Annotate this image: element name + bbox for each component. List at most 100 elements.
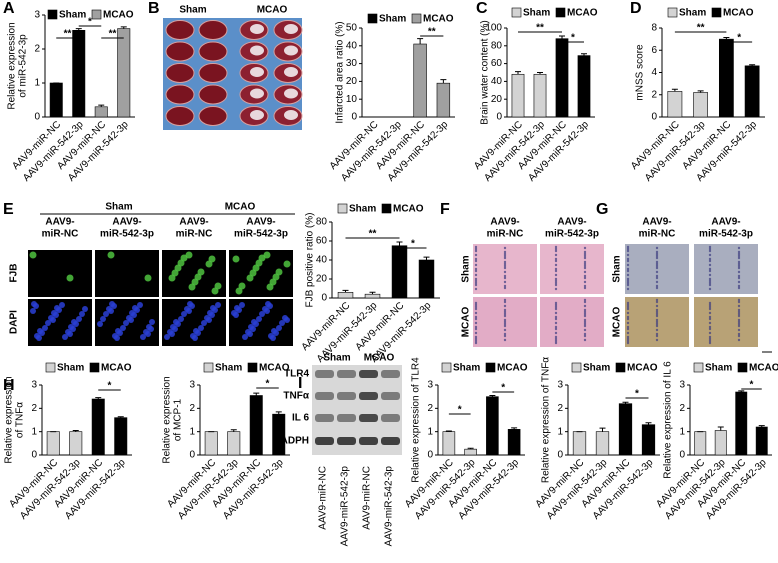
legend-swatch <box>693 362 704 373</box>
nucleus <box>554 245 558 249</box>
nucleus <box>554 317 558 321</box>
significance: * <box>411 239 415 250</box>
legend-label: Sham <box>705 363 732 374</box>
legend-swatch <box>89 362 100 373</box>
nucleus <box>655 324 659 328</box>
nucleus <box>503 264 507 268</box>
legend-label: Sham <box>679 8 706 19</box>
cell <box>268 333 274 339</box>
cell <box>37 328 43 334</box>
label: 1 <box>31 426 37 437</box>
nucleus <box>554 269 558 273</box>
cell <box>146 324 152 330</box>
label: AAV9- <box>711 217 740 228</box>
nucleus <box>474 247 478 251</box>
cell <box>193 328 199 334</box>
nucleus <box>503 250 507 254</box>
cell <box>62 334 68 340</box>
label: 60 <box>491 58 503 69</box>
cell <box>242 334 248 340</box>
legend-swatch <box>203 362 214 373</box>
cell <box>178 316 184 322</box>
panel-label: A <box>3 0 15 17</box>
cell <box>208 255 216 263</box>
nucleus <box>554 279 558 283</box>
nucleus <box>503 280 507 284</box>
legend-label: MCAO <box>259 363 290 374</box>
nucleus <box>708 277 712 281</box>
infarct <box>250 110 264 120</box>
cell <box>201 320 207 326</box>
label: 2 <box>651 89 657 100</box>
nucleus <box>655 320 659 324</box>
nucleus <box>583 280 587 284</box>
nucleus <box>583 260 587 264</box>
nucleus <box>554 249 558 253</box>
label: mNSS score <box>635 44 646 101</box>
nucleus <box>503 318 507 322</box>
nucleus <box>474 257 478 261</box>
label: 0 <box>427 450 433 461</box>
error-bar <box>671 88 678 92</box>
cell <box>231 310 237 316</box>
cell <box>71 319 77 325</box>
nucleus <box>655 284 659 288</box>
nucleus <box>737 254 741 258</box>
nucleus <box>474 331 478 335</box>
nucleus <box>655 286 659 290</box>
error-bar <box>489 395 496 397</box>
label: Infarcted area ratio (%) <box>335 21 346 123</box>
nucleus <box>626 257 630 261</box>
significance: ** <box>109 29 117 40</box>
nucleus <box>583 308 587 312</box>
nucleus <box>708 305 712 309</box>
label: 20 <box>346 76 358 87</box>
nucleus <box>474 245 478 249</box>
significance: * <box>501 383 505 394</box>
cell <box>59 302 65 308</box>
nucleus <box>503 246 507 250</box>
nucleus <box>626 317 630 321</box>
bar <box>91 398 105 456</box>
legend-swatch <box>381 203 392 214</box>
label: 20 <box>316 274 328 285</box>
cell <box>103 311 109 317</box>
nucleus <box>737 286 741 290</box>
label: MCAO <box>461 307 472 338</box>
error-bar <box>581 53 587 56</box>
bar <box>572 431 587 456</box>
nucleus <box>626 341 630 345</box>
cell <box>232 255 240 263</box>
cell <box>137 302 143 308</box>
label: miR-NC <box>639 229 676 240</box>
image <box>540 244 604 294</box>
panel-label: G <box>596 201 608 218</box>
label: 1 <box>679 426 685 437</box>
significance: ** <box>697 23 705 34</box>
label: 2 <box>189 403 195 414</box>
cell <box>45 320 51 326</box>
cell <box>123 320 129 326</box>
nucleus <box>583 254 587 258</box>
nucleus <box>737 266 741 270</box>
cell <box>275 268 283 276</box>
label: 2 <box>679 403 685 414</box>
nucleus <box>626 303 630 307</box>
nucleus <box>554 325 558 329</box>
label: AAV9-miR-NC <box>318 466 329 530</box>
label: AAV9-miR-542-3p <box>384 466 395 547</box>
nucleus <box>708 267 712 271</box>
label: AAV9- <box>557 217 586 228</box>
nucleus <box>737 262 741 266</box>
error-bar <box>445 430 452 432</box>
nucleus <box>474 301 478 305</box>
nucleus <box>503 284 507 288</box>
nucleus <box>708 325 712 329</box>
nucleus <box>708 337 712 341</box>
nucleus <box>737 264 741 268</box>
label: 1 <box>557 426 563 437</box>
nucleus <box>708 249 712 253</box>
nucleus <box>626 339 630 343</box>
infarct <box>284 45 298 56</box>
